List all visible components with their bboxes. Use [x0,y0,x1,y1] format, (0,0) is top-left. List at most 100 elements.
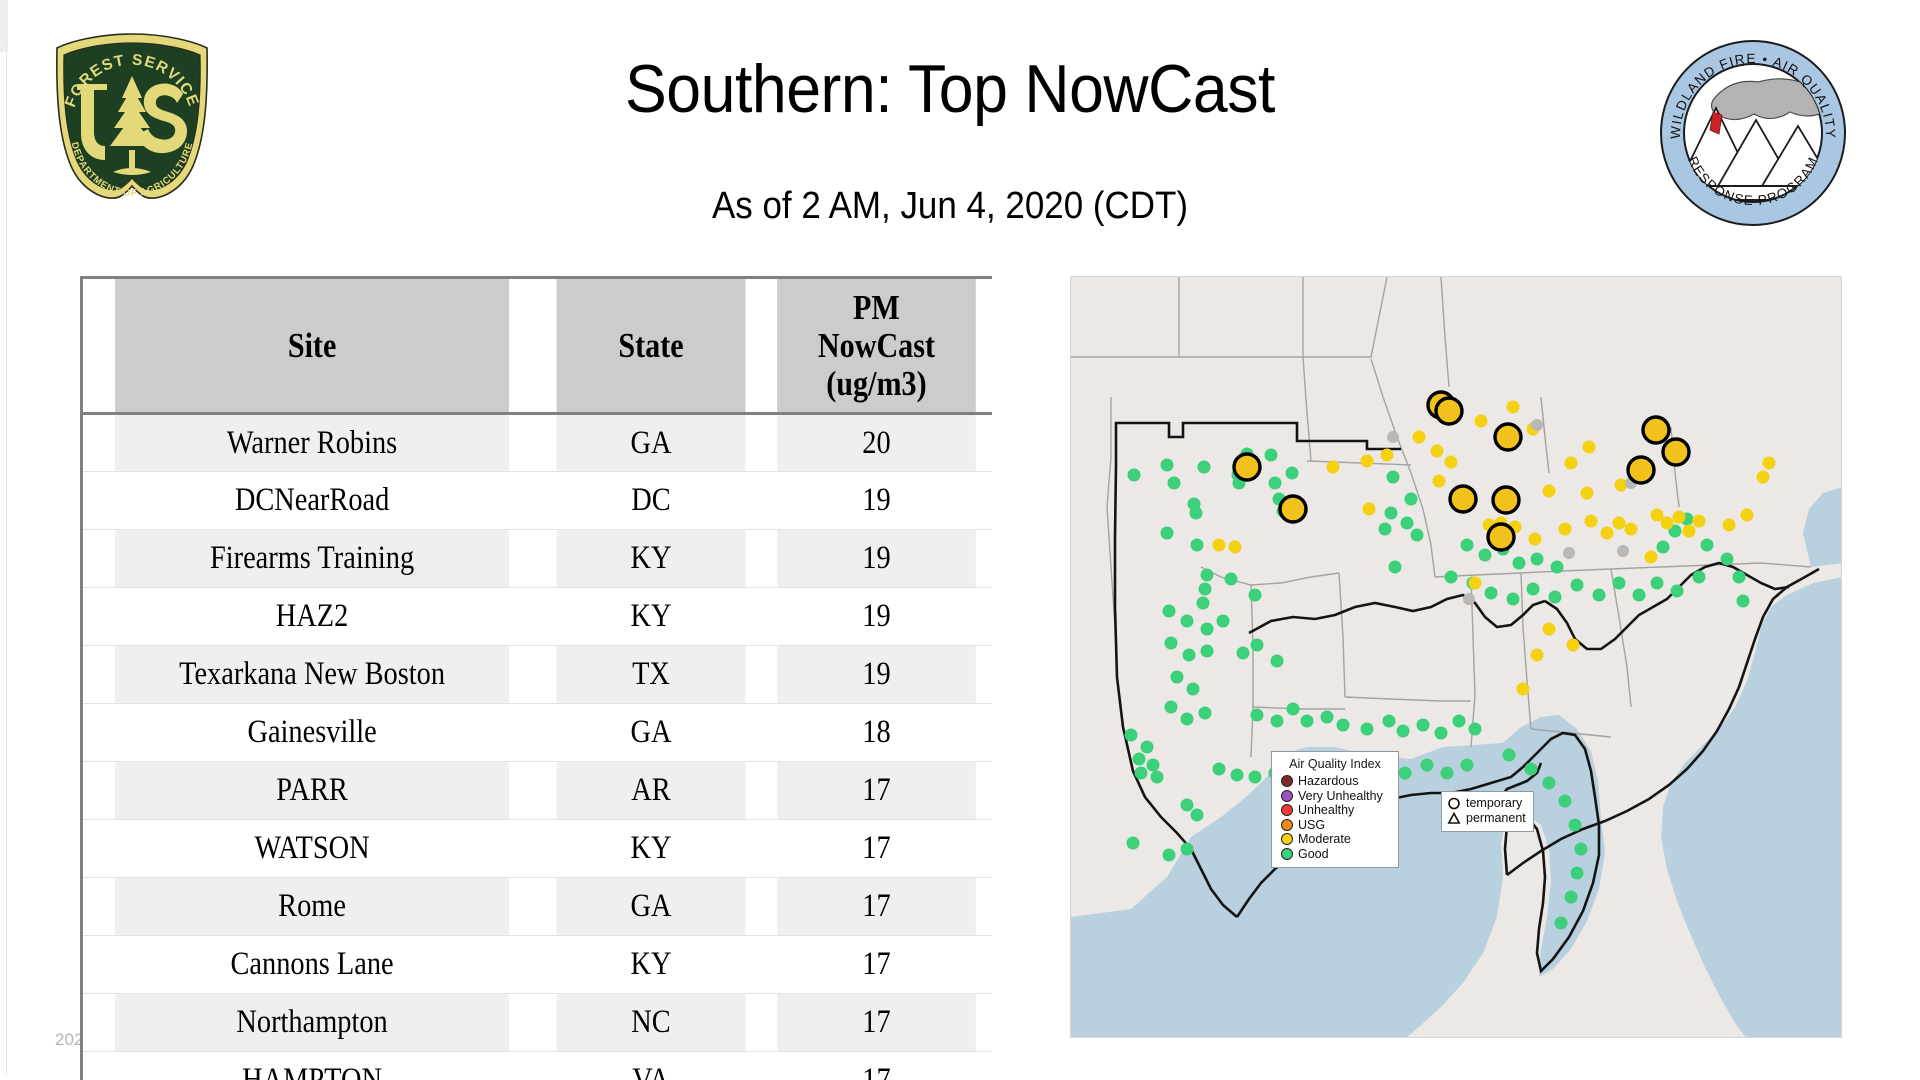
site-cell: Firearms Training [115,529,510,589]
table-header-row: Site State PM NowCast (ug/m3) [83,279,992,416]
aqi-legend-item: Moderate [1281,832,1392,847]
table-row: WATSON KY 17 [83,819,992,879]
state-cell: KY [556,819,746,879]
aqi-legend-item: USG [1281,818,1392,833]
pm-nowcast-cell: 19 [777,587,976,647]
temporary-circle-icon [1448,797,1460,810]
page-subtitle: As of 2 AM, Jun 4, 2020 (CDT) [711,185,1189,227]
pm-nowcast-cell: 17 [777,877,976,937]
pm-nowcast-cell: 18 [777,703,976,763]
aqi-legend-label: Very Unhealthy [1298,788,1383,803]
state-cell: NC [556,993,746,1053]
site-cell: Warner Robins [115,413,510,473]
pm-nowcast-cell: 19 [777,529,976,589]
aqi-swatch-icon [1281,818,1293,831]
aqi-legend-items: Hazardous Very Unhealthy Unhealthy USG Moder… [1278,774,1392,861]
state-cell: GA [556,413,746,473]
aqi-swatch-icon [1281,847,1293,860]
aqi-legend-title: Air Quality Index [1289,757,1381,771]
pm-nowcast-cell: 19 [777,645,976,705]
aqi-legend-label: Hazardous [1298,774,1359,788]
state-cell: AR [556,761,746,821]
pm-header-line-1: PM [853,288,900,327]
aqi-legend-label: Good [1298,846,1329,861]
site-cell: Northampton [115,993,510,1053]
aqi-legend-item: Unhealthy [1281,803,1392,818]
wfaqrp-seal-logo: WILDLAND FIRE • AIR QUALITY RESPONSE PRO… [1658,38,1848,228]
aqi-legend-label: Moderate [1298,832,1351,846]
page-title: Southern: Top NowCast [625,51,1275,127]
aqi-swatch-icon [1281,833,1293,846]
aqi-swatch-icon [1281,804,1293,817]
southern-region-air-quality-map[interactable]: Air Quality Index Hazardous Very Unhealth… [1070,276,1842,1038]
atlantic-ocean-water [1661,577,1841,1037]
site-cell: HAMPTON [115,1051,510,1080]
table-row: HAZ2 KY 19 [83,587,992,647]
pm-nowcast-cell: 17 [777,935,976,995]
table-row: Gainesville GA 18 [83,703,992,763]
us-forest-service-shield-logo: FOREST SERVICE DEPARTMENT OF AGRICULTURE [47,28,217,213]
pm-header-line-3: (ug/m3) [826,363,927,403]
pm-nowcast-cell: 17 [777,1051,976,1080]
table-row: Firearms Training KY 19 [83,529,992,589]
site-cell: PARR [115,761,510,821]
slide-left-edge-artifact [0,0,8,52]
legend-permanent-row: permanent [1447,811,1526,826]
table-row: Cannons Lane KY 17 [83,935,992,995]
pm-nowcast-cell: 17 [777,819,976,879]
table-row: Northampton NC 17 [83,993,992,1053]
site-cell: WATSON [115,819,510,879]
highlighted-top-sites [1232,390,1691,552]
monitor-dots-good [1124,447,1750,930]
monitor-dots-offline [1387,419,1637,605]
state-cell: KY [556,529,746,589]
state-cell: GA [556,703,746,763]
pm-nowcast-cell: 17 [777,761,976,821]
site-cell: Rome [115,877,510,937]
legend-temporary-label: temporary [1466,796,1523,810]
table-row: DCNearRoad DC 19 [83,471,992,531]
aqi-legend-item: Hazardous [1281,774,1392,789]
monitor-type-legend: temporary permanent [1441,791,1534,832]
table-body: Warner Robins GA 20 DCNearRoad DC 19 Firearms … [83,413,992,1080]
pm-nowcast-cell: 20 [777,413,976,473]
chesapeake-water [1803,487,1841,567]
slide-left-rule [6,40,7,1075]
state-cell: DC [556,471,746,531]
aqi-legend-item: Good [1281,847,1392,862]
map-canvas [1071,277,1841,1037]
aqi-legend: Air Quality Index Hazardous Very Unhealth… [1271,751,1399,868]
aqi-legend-label: Unhealthy [1298,803,1355,817]
state-cell: TX [556,645,746,705]
table-row: Rome GA 17 [83,877,992,937]
aqi-legend-label: USG [1298,817,1326,832]
legend-permanent-label: permanent [1466,811,1526,825]
state-cell: GA [556,877,746,937]
top-nowcast-table: Site State PM NowCast (ug/m3) Warner Rob… [80,276,992,1080]
slide-footer-note: 202 [55,1030,84,1049]
aqi-swatch-icon [1281,789,1293,802]
table-row: PARR AR 17 [83,761,992,821]
pm-header-line-2: NowCast [818,325,936,365]
aqi-swatch-icon [1281,775,1293,788]
legend-temporary-row: temporary [1447,796,1526,811]
site-cell: Gainesville [115,703,510,763]
site-cell: HAZ2 [115,587,510,647]
pm-nowcast-cell: 19 [777,471,976,531]
table-row: HAMPTON VA 17 [83,1051,992,1080]
aqi-legend-item: Very Unhealthy [1281,789,1392,804]
state-cell: KY [556,935,746,995]
column-header-state: State [556,279,746,416]
table-row: Texarkana New Boston TX 19 [83,645,992,705]
site-cell: Texarkana New Boston [115,645,510,705]
state-cell: VA [556,1051,746,1080]
pm-nowcast-cell: 17 [777,993,976,1053]
site-cell: Cannons Lane [115,935,510,995]
state-cell: KY [556,587,746,647]
table-row: Warner Robins GA 20 [83,413,992,473]
permanent-triangle-icon [1447,811,1461,824]
site-cell: DCNearRoad [115,471,510,531]
column-header-site: Site [115,279,510,416]
column-header-pm-nowcast: PM NowCast (ug/m3) [777,279,976,416]
